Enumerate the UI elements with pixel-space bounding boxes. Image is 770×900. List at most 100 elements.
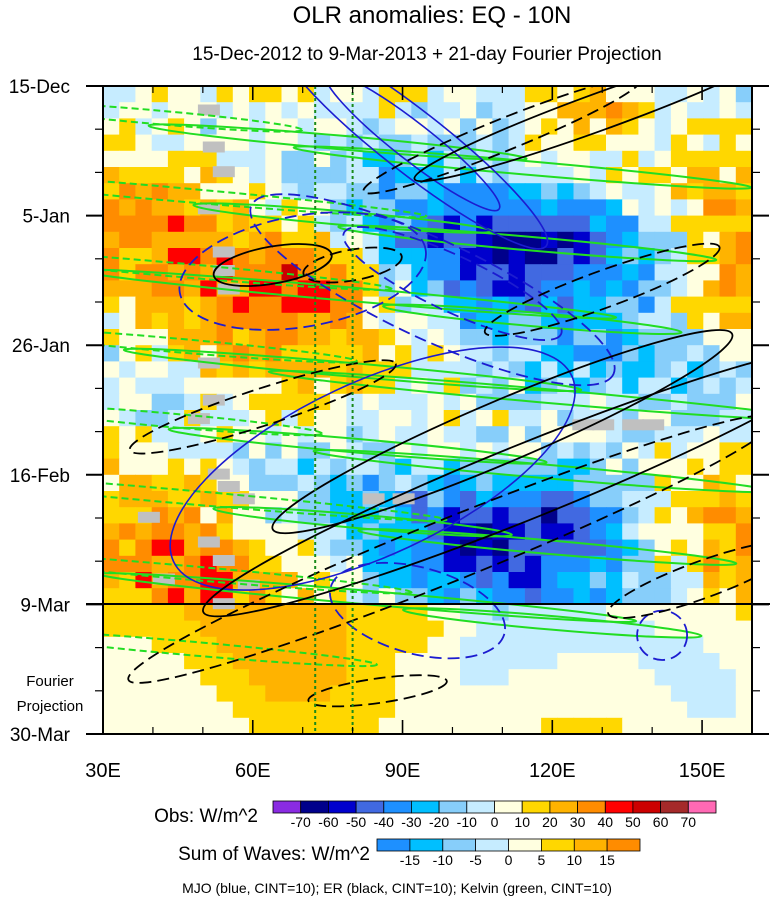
heatmap-cell: [524, 410, 542, 427]
kelvin-contour: [103, 550, 413, 595]
obs-colorbar-label: Obs: W/m^2: [154, 806, 258, 827]
heatmap-cell: [249, 183, 266, 200]
heatmap-cell: [654, 701, 672, 719]
heatmap-cell: [281, 653, 299, 670]
heatmap-cell: [378, 312, 396, 330]
heatmap-cell: [524, 134, 542, 152]
heatmap-cell: [654, 329, 672, 346]
heatmap-cell: [589, 280, 607, 298]
heatmap-cell: [508, 102, 526, 119]
heatmap-cell: [346, 167, 364, 184]
heatmap-cell: [638, 231, 656, 249]
kelvin-contour: [357, 528, 738, 566]
heatmap-cell: [622, 329, 639, 346]
heatmap-cell: [249, 150, 266, 168]
heatmap-cell: [460, 701, 477, 719]
heatmap-cell: [638, 539, 656, 557]
heatmap-cell: [281, 280, 299, 298]
heatmap-cell: [719, 215, 737, 233]
heatmap-cell: [573, 280, 591, 298]
heatmap-cell: [216, 491, 234, 508]
heatmap-cell: [281, 604, 299, 622]
heatmap-cell: [573, 296, 591, 314]
heatmap-cell: [541, 231, 558, 249]
heatmap-cell: [589, 572, 607, 589]
heatmap-cell: [411, 248, 429, 265]
heatmap-cell: [265, 669, 283, 686]
heatmap-cell: [265, 539, 283, 557]
heatmap-cell: [541, 539, 558, 557]
heatmap-cell: [119, 377, 136, 395]
heatmap-cell: [735, 458, 752, 476]
heatmap-cell: [703, 636, 721, 654]
heatmap-cell: [232, 701, 250, 719]
heatmap-cell: [346, 264, 364, 281]
heatmap-cell: [573, 572, 591, 589]
heatmap-cell: [443, 329, 461, 346]
heatmap-cell: [346, 393, 364, 411]
heatmap-cell: [476, 329, 493, 346]
heatmap-cell: [184, 604, 201, 622]
colorbar-tick-label: 20: [542, 814, 558, 830]
heatmap-cell: [119, 636, 136, 654]
heatmap-cell: [216, 410, 234, 427]
heatmap-cell: [167, 248, 185, 265]
heatmap-cell: [524, 717, 542, 734]
heatmap-cell: [589, 636, 607, 654]
heatmap-cell: [443, 701, 461, 719]
heatmap-cell: [119, 717, 136, 734]
heatmap-cell: [719, 345, 737, 362]
heatmap-cell: [443, 555, 461, 573]
heatmap-cell: [151, 150, 169, 168]
heatmap-cell: [395, 685, 412, 703]
heatmap-cell: [654, 199, 672, 217]
heatmap-cell: [184, 167, 201, 184]
heatmap-cell: [654, 523, 672, 541]
heatmap-cell: [427, 393, 445, 411]
heatmap-cell: [167, 474, 185, 492]
heatmap-cell: [395, 345, 412, 362]
heatmap-cell: [167, 231, 185, 249]
heatmap-cell: [151, 458, 169, 476]
heatmap-cell: [427, 685, 445, 703]
heatmap-cell: [719, 588, 737, 605]
heatmap-cell: [378, 377, 396, 395]
heatmap-cell: [232, 377, 250, 395]
heatmap-cell: [719, 86, 737, 103]
heatmap-cell: [313, 717, 331, 734]
heatmap-cell: [443, 491, 461, 508]
heatmap-cell: [103, 458, 120, 476]
heatmap-cell: [606, 442, 623, 460]
heatmap-cell: [232, 442, 250, 460]
heatmap-cell: [492, 280, 510, 298]
heatmap-cell: [541, 199, 558, 217]
heatmap-cell: [735, 312, 752, 330]
heatmap-cell: [492, 199, 510, 217]
heatmap-cell: [395, 701, 412, 719]
heatmap-cell: [476, 410, 493, 427]
heatmap-cell: [265, 393, 283, 411]
heatmap-cell: [362, 167, 380, 184]
heatmap-cell: [427, 701, 445, 719]
colorbar-swatch: [438, 800, 468, 814]
heatmap-cell: [557, 523, 575, 541]
heatmap-cell: [184, 701, 201, 719]
heatmap-cell: [103, 588, 120, 605]
heatmap-cell: [184, 361, 201, 379]
heatmap-cell: [524, 636, 542, 654]
heatmap-cell: [297, 102, 315, 119]
heatmap-cell: [557, 183, 575, 200]
heatmap-cell: [119, 523, 136, 541]
heatmap-cell: [670, 296, 688, 314]
heatmap-cell: [735, 393, 752, 411]
colorbar-swatch: [549, 800, 579, 814]
heatmap-cell: [281, 183, 299, 200]
heatmap-cell: [378, 555, 396, 573]
er-contour: [307, 674, 448, 708]
heatmap-cell: [719, 199, 737, 217]
heatmap-cell: [443, 717, 461, 734]
heatmap-cell: [573, 474, 591, 492]
heatmap-cell: [719, 102, 737, 119]
heatmap-cell: [557, 685, 575, 703]
kelvin-contour: [312, 448, 752, 494]
